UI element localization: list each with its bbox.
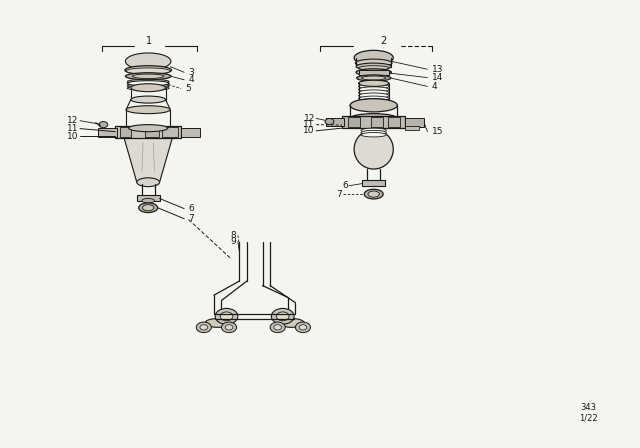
Text: 343
1/22: 343 1/22 (579, 403, 598, 423)
Bar (326, 118, 344, 126)
Ellipse shape (279, 319, 304, 327)
Ellipse shape (127, 86, 169, 90)
Circle shape (99, 121, 108, 128)
Ellipse shape (358, 81, 389, 86)
Ellipse shape (361, 128, 387, 133)
Text: 13: 13 (432, 65, 444, 74)
Text: 1: 1 (147, 36, 152, 46)
Ellipse shape (127, 82, 169, 86)
Circle shape (221, 322, 237, 332)
Ellipse shape (350, 114, 397, 123)
Ellipse shape (131, 96, 166, 103)
Circle shape (299, 325, 307, 330)
Ellipse shape (358, 84, 389, 89)
Text: 12: 12 (67, 116, 79, 125)
Bar (405, 118, 424, 127)
Ellipse shape (139, 203, 157, 212)
Ellipse shape (127, 84, 169, 88)
Ellipse shape (358, 66, 389, 70)
Ellipse shape (361, 133, 387, 137)
Text: 9: 9 (231, 237, 237, 246)
Ellipse shape (125, 66, 172, 74)
Ellipse shape (142, 198, 154, 203)
Circle shape (271, 308, 294, 324)
Ellipse shape (127, 79, 169, 84)
Ellipse shape (364, 189, 383, 199)
Text: 4: 4 (432, 82, 437, 91)
Bar (162, 127, 178, 138)
Bar (362, 180, 385, 186)
Text: 10: 10 (303, 126, 315, 135)
Ellipse shape (205, 319, 230, 327)
Text: 11: 11 (303, 120, 315, 129)
Text: 15: 15 (432, 127, 444, 136)
Ellipse shape (358, 80, 389, 86)
Circle shape (196, 322, 211, 332)
Ellipse shape (125, 73, 171, 80)
Ellipse shape (143, 205, 154, 211)
Ellipse shape (368, 191, 380, 197)
Text: 8: 8 (231, 231, 237, 240)
Circle shape (325, 118, 334, 125)
Ellipse shape (356, 75, 391, 81)
Ellipse shape (356, 63, 392, 70)
Ellipse shape (355, 59, 392, 67)
Ellipse shape (361, 130, 387, 135)
Ellipse shape (350, 99, 397, 112)
Ellipse shape (127, 81, 169, 86)
Ellipse shape (125, 53, 171, 70)
Ellipse shape (362, 76, 386, 80)
Text: 12: 12 (303, 114, 315, 123)
Bar (371, 117, 383, 127)
Circle shape (296, 322, 310, 332)
Bar (181, 128, 200, 137)
Text: 2: 2 (380, 36, 387, 46)
Ellipse shape (358, 99, 389, 105)
Ellipse shape (129, 125, 168, 132)
Text: 3: 3 (189, 68, 195, 77)
Bar (115, 126, 181, 138)
Ellipse shape (358, 93, 389, 98)
Ellipse shape (126, 106, 170, 114)
Text: 6: 6 (342, 181, 348, 190)
Bar (120, 127, 131, 138)
Ellipse shape (358, 90, 389, 95)
Circle shape (270, 322, 285, 332)
Ellipse shape (131, 84, 166, 92)
Ellipse shape (356, 69, 392, 76)
Circle shape (215, 308, 238, 324)
Bar (405, 125, 419, 130)
Circle shape (276, 312, 289, 321)
Circle shape (200, 325, 207, 330)
Bar (358, 70, 389, 75)
Bar (348, 117, 360, 127)
Text: 10: 10 (67, 132, 79, 141)
Text: 11: 11 (67, 124, 79, 133)
Text: 6: 6 (189, 204, 195, 213)
Circle shape (274, 325, 282, 330)
Text: 14: 14 (432, 73, 443, 82)
Bar (98, 128, 116, 137)
Ellipse shape (354, 50, 393, 65)
Circle shape (225, 325, 233, 330)
Polygon shape (124, 138, 172, 182)
Text: 7: 7 (189, 214, 195, 223)
Bar (137, 194, 159, 201)
Ellipse shape (126, 68, 170, 74)
Text: 5: 5 (186, 84, 191, 93)
Bar (388, 117, 400, 127)
Ellipse shape (358, 87, 389, 92)
Text: 4: 4 (189, 75, 194, 84)
Ellipse shape (358, 96, 389, 101)
Ellipse shape (137, 178, 159, 187)
Ellipse shape (132, 74, 164, 78)
Text: 7: 7 (337, 190, 342, 198)
Circle shape (220, 312, 233, 321)
Bar (342, 116, 405, 128)
Bar (145, 127, 159, 138)
Ellipse shape (354, 129, 393, 169)
